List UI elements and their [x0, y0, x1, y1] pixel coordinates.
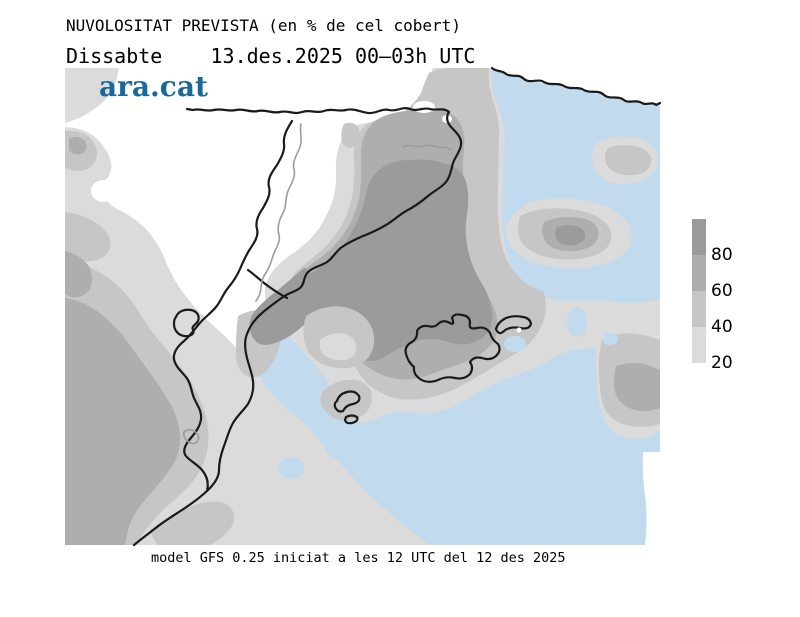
formentera-outline [343, 414, 359, 425]
cloud60-left-spot [69, 136, 87, 155]
legend-swatch-20 [692, 327, 706, 363]
legend-label-60: 60 [711, 281, 733, 301]
inland-border [172, 119, 294, 493]
ibiza-outline [333, 390, 361, 413]
admin-line-emporda [402, 144, 452, 151]
cloud60-left-edge [65, 251, 93, 298]
menorca-clear-dot [516, 327, 522, 333]
cloud40-left-mid [65, 212, 111, 262]
sea-hole-1 [278, 457, 304, 479]
clear-strip-right-edge [642, 452, 660, 545]
page-title: NUVOLOSITAT PREVISTA (en % de cel cobert… [66, 16, 461, 35]
admin-line-aragon [255, 123, 302, 302]
legend-label-40: 40 [711, 317, 733, 337]
cloud60-right-mid [614, 363, 660, 411]
french-coastline [490, 66, 662, 107]
border-coast-branch [246, 268, 289, 300]
ademuz-enclave [172, 308, 200, 338]
legend-label-20: 20 [711, 353, 733, 373]
cloud20-topleft [65, 68, 119, 123]
iberian-coastline [132, 110, 463, 547]
boundary-lines [132, 66, 662, 547]
ara-cat-logo: ara.cat [99, 70, 208, 103]
legend-swatch-60 [692, 255, 706, 291]
sea-hole-ne-1 [567, 307, 587, 337]
legend-swatch-80 [692, 219, 706, 255]
forecast-datetime: Dissabte 13.des.2025 00—03h UTC [66, 44, 476, 68]
pyrenees-border [185, 107, 451, 115]
admin-line-valencia [183, 429, 200, 445]
clear-hole-france-1 [413, 101, 435, 113]
cloud40-ne-blob-core [604, 145, 651, 176]
cloud80-delta-arm [249, 268, 325, 345]
cloud60-southwest [65, 298, 180, 545]
cloud20-se-delta-core [320, 333, 357, 361]
mallorca-outline [404, 313, 501, 383]
cloud40-valencia-coast [150, 501, 235, 545]
cloud80-gulf-core [555, 225, 586, 246]
cloud40-border-patch [341, 122, 360, 148]
cloud-cover-legend [692, 219, 706, 363]
sea-hole-menorca [504, 336, 526, 352]
clear-hole-west [91, 180, 115, 202]
cloud40-ibiza [320, 379, 372, 421]
sea-hole-3 [346, 450, 378, 474]
detail-patches [91, 101, 660, 545]
model-run-caption: model GFS 0.25 iniciat a les 12 UTC del … [151, 550, 566, 566]
menorca-outline [494, 315, 533, 335]
legend-swatch-40 [692, 291, 706, 327]
sea-hole-ne-2 [602, 333, 618, 345]
legend-label-80: 80 [711, 245, 733, 265]
